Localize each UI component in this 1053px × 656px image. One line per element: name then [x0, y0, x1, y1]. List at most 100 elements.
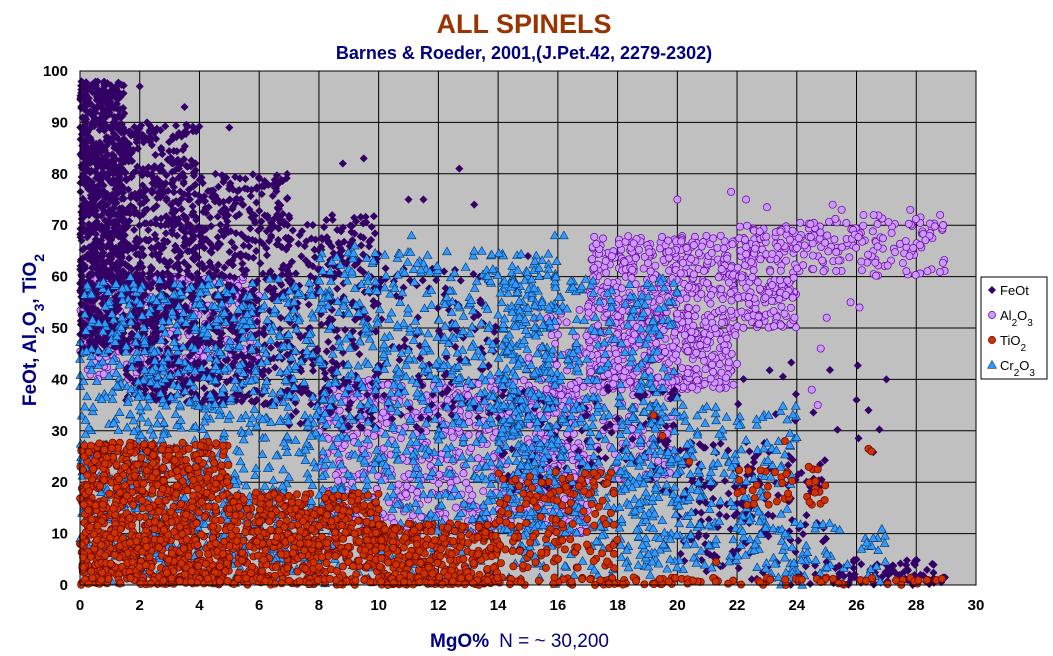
Al2O3-point [714, 273, 723, 282]
Al2O3-point [673, 309, 682, 318]
Al2O3-point [742, 250, 750, 259]
Al2O3-point [742, 195, 750, 204]
Al2O3-point [708, 360, 717, 369]
Al2O3-point [807, 385, 816, 394]
Al2O3-point [464, 410, 473, 419]
Al2O3-point [854, 233, 863, 242]
Al2O3-point [809, 265, 818, 273]
Al2O3-point [615, 239, 623, 248]
chart-subtitle: Barnes & Roeder, 2001,(J.Pet.42, 2279-23… [336, 43, 712, 63]
Al2O3-point [790, 313, 799, 322]
Al2O3-point [671, 350, 680, 359]
Al2O3-point [832, 267, 841, 275]
Al2O3-point [434, 479, 443, 488]
Al2O3-point [823, 231, 832, 240]
Al2O3-point [557, 391, 566, 399]
Al2O3-point [832, 248, 841, 257]
Al2O3-point [744, 293, 753, 301]
Al2O3-point [939, 221, 948, 230]
Al2O3-point [706, 374, 715, 383]
Al2O3-point [904, 219, 913, 228]
Al2O3-point [554, 330, 562, 339]
Al2O3-point [816, 228, 825, 237]
Al2O3-point [905, 252, 914, 260]
Al2O3-point [689, 270, 698, 279]
Al2O3-point [718, 295, 727, 304]
Al2O3-point [822, 313, 831, 322]
Al2O3-point [729, 380, 738, 389]
Al2O3-point [834, 256, 843, 265]
Al2O3-point [831, 214, 840, 223]
Al2O3-point [808, 251, 817, 260]
Al2O3-point [923, 267, 932, 276]
Al2O3-point [857, 266, 866, 275]
Al2O3-point [664, 247, 673, 256]
Al2O3-point [603, 278, 612, 287]
Al2O3-point [684, 347, 692, 355]
Al2O3-point [620, 258, 629, 267]
Al2O3-point [673, 195, 682, 204]
Al2O3-point [602, 268, 611, 277]
Al2O3-point [700, 356, 708, 365]
Al2O3-point [909, 244, 918, 252]
Al2O3-point [846, 298, 855, 307]
Al2O3-point [769, 307, 778, 315]
Al2O3-point [626, 377, 634, 386]
Al2O3-point [723, 254, 732, 263]
Al2O3-point [733, 359, 741, 368]
Al2O3-point [590, 232, 599, 241]
Al2O3-point [584, 308, 593, 317]
Al2O3-point [869, 211, 878, 220]
Al2O3-point [651, 261, 660, 270]
Al2O3-point [451, 503, 460, 512]
Al2O3-point [821, 238, 829, 247]
Al2O3-point [855, 303, 864, 312]
Al2O3-point [837, 243, 846, 252]
Al2O3-point [768, 281, 777, 290]
Al2O3-point [751, 304, 760, 313]
Al2O3-point [713, 243, 722, 252]
Al2O3-point [658, 233, 667, 241]
Al2O3-point [902, 267, 911, 276]
Al2O3-point [706, 299, 715, 308]
Al2O3-point [911, 271, 920, 279]
Al2O3-point [628, 265, 637, 274]
Al2O3-point [872, 271, 880, 280]
Al2O3-point [702, 231, 711, 240]
Al2O3-point [762, 203, 771, 212]
Al2O3-point [542, 385, 551, 394]
Al2O3-point [652, 339, 661, 348]
Al2O3-point [519, 376, 528, 385]
Al2O3-point [692, 348, 701, 357]
Al2O3-point [717, 285, 726, 294]
Al2O3-point [467, 443, 476, 452]
Al2O3-point [599, 234, 607, 243]
Al2O3-point [703, 336, 712, 345]
Al2O3-point [739, 323, 748, 332]
Al2O3-point [824, 247, 833, 256]
Al2O3-point [717, 318, 726, 327]
Al2O3-point [688, 383, 697, 391]
Al2O3-point [724, 358, 733, 367]
Al2O3-point [762, 232, 771, 241]
Al2O3-point [828, 200, 837, 209]
Al2O3-point [825, 217, 834, 226]
Al2O3-point [396, 434, 405, 442]
Al2O3-point [707, 249, 716, 257]
Al2O3-point [794, 234, 803, 243]
Al2O3-point [741, 235, 749, 244]
Al2O3-point [766, 267, 775, 276]
Al2O3-point [884, 218, 893, 227]
Al2O3-point [452, 476, 461, 485]
Al2O3-point [898, 259, 907, 268]
Al2O3-point [819, 267, 828, 276]
Al2O3-point [783, 276, 792, 285]
Al2O3-point [474, 454, 483, 463]
Al2O3-point [742, 243, 750, 251]
Al2O3-point [777, 302, 786, 311]
Al2O3-point [749, 266, 758, 275]
Al2O3-point [873, 242, 882, 251]
Al2O3-point [806, 233, 815, 242]
Al2O3-point [800, 241, 809, 250]
